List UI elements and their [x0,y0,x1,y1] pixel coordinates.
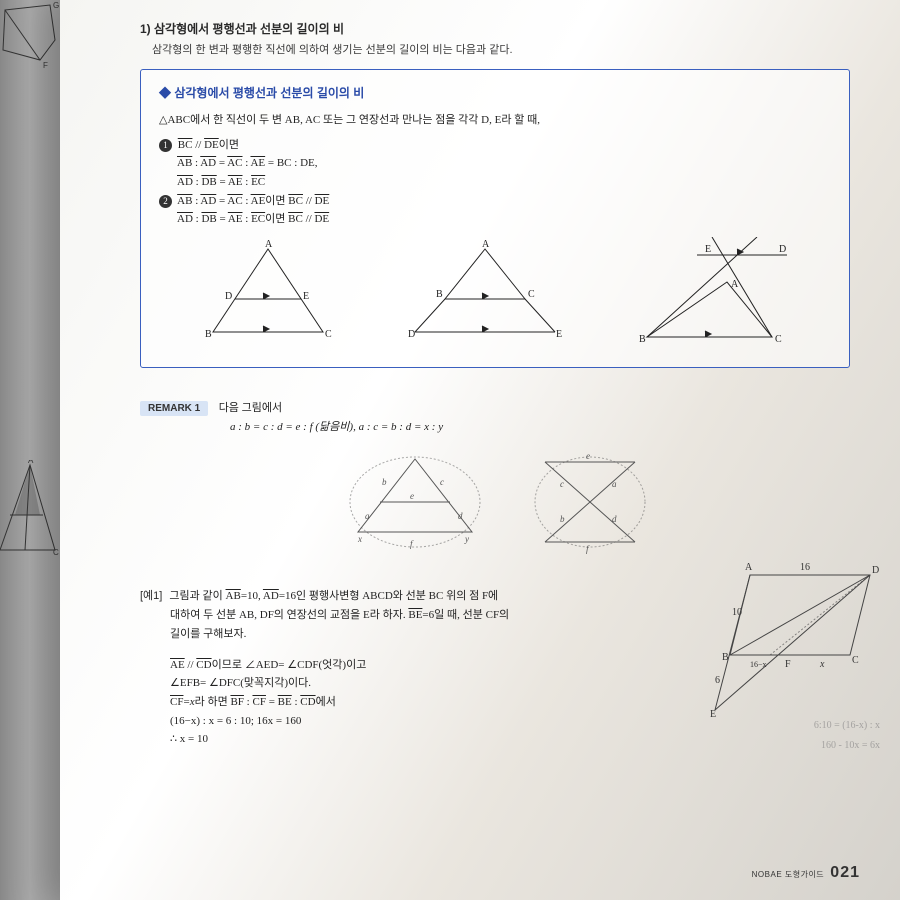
svg-text:A: A [265,239,273,250]
svg-text:c: c [440,477,444,487]
circle-2-icon: 2 [159,195,172,208]
triangle-diagram-3: A B C D E [627,237,797,357]
example-line-1: [예1] 그림과 같이 AB=10, AD=16인 평행사변형 ABCD와 선분… [140,587,640,607]
pencil-note-2: 160 - 10x = 6x [821,740,880,751]
proof-line-4: (16−x) : x = 6 : 10; 16x = 160 [140,712,640,731]
svg-text:E: E [303,291,309,302]
svg-text:10: 10 [732,607,742,618]
svg-text:d: d [458,511,463,521]
triangle-diagram-1: A B C D E [193,237,343,347]
svg-text:x: x [357,534,362,544]
svg-text:C: C [852,655,859,666]
svg-text:G: G [53,1,59,10]
footer-page-number: 021 [830,864,860,881]
svg-text:16: 16 [800,562,810,573]
svg-text:f: f [586,544,590,554]
svg-text:e: e [410,491,414,501]
page-content: 1) 삼각형에서 평행선과 선분의 길이의 비 삼각형의 한 변과 평행한 직선… [60,0,900,900]
svg-text:d: d [612,514,617,524]
example-label: [예1] [140,590,162,602]
theorem-box: ◆ 삼각형에서 평행선과 선분의 길이의 비 △ABC에서 한 직선이 두 변 … [140,69,850,368]
svg-text:A: A [745,562,753,573]
svg-text:f: f [410,539,414,549]
margin-figure-top: G F [0,0,65,80]
circle-1-icon: 1 [159,139,172,152]
svg-text:6: 6 [715,675,720,686]
remark-formula: a : b = c : d = e : f (닮음비), a : c = b :… [140,418,850,437]
svg-text:D: D [408,329,415,340]
proof-line-2: ∠EFB= ∠DFC(맞꼭지각)이다. [140,674,640,693]
svg-text:b: b [382,477,387,487]
theorem-item-1-line2: AD : DB = AE : EC [159,173,831,192]
svg-text:y: y [464,534,469,544]
svg-text:C: C [53,548,59,557]
svg-text:F: F [43,61,48,70]
theorem-box-title: ◆ 삼각형에서 평행선과 선분의 길이의 비 [159,84,831,101]
svg-text:B: B [205,329,212,340]
remark-figure-2: e c a b d f [530,447,650,557]
svg-text:E: E [710,709,716,720]
svg-text:x: x [819,659,825,670]
remark-intro: 다음 그림에서 [219,402,282,414]
svg-text:a: a [612,479,617,489]
triangle-diagrams-row: A B C D E A B [159,237,831,357]
svg-text:D: D [225,291,232,302]
remark-label: REMARK 1 [140,401,208,416]
svg-text:D: D [872,565,879,576]
svg-text:C: C [528,289,535,300]
proof-line-1: AE // CD이므로 ∠AED= ∠CDF(엇각)이고 [140,656,640,675]
theorem-item-1: 1 BC // DE이면 [159,136,831,155]
footer-brand: NOBAE 도형가이드 [752,870,825,879]
example-line-3: 길이를 구해보자. [140,625,640,644]
proof-line-3: CF=x라 하면 BF : CF = BE : CD에서 [140,693,640,712]
svg-text:B: B [639,334,646,345]
example-figure: A D B C E F 16 10 6 x 16−x [710,555,890,725]
svg-text:C: C [325,329,332,340]
svg-text:A: A [28,460,34,465]
remark-figure-1: b c a d e x y f [340,447,490,557]
svg-text:C: C [775,334,782,345]
svg-text:c: c [560,479,564,489]
remark-block: REMARK 1 다음 그림에서 a : b = c : d = e : f (… [140,398,850,556]
svg-text:16−x: 16−x [750,660,767,669]
left-page-edge [0,0,60,900]
section-heading: 1) 삼각형에서 평행선과 선분의 길이의 비 [140,20,850,37]
svg-text:A: A [731,279,739,290]
svg-text:b: b [560,514,565,524]
svg-text:B: B [436,289,443,300]
margin-figure-mid: A E C [0,460,65,580]
theorem-intro: △ABC에서 한 직선이 두 변 AB, AC 또는 그 연장선과 만나는 점을… [159,111,831,130]
svg-text:F: F [785,659,791,670]
svg-text:e: e [586,451,590,461]
theorem-item-2-line2: AD : DB = AE : EC이면 BC // DE [159,210,831,229]
example-block: [예1] 그림과 같이 AB=10, AD=16인 평행사변형 ABCD와 선분… [140,587,640,750]
example-line-2: 대하여 두 선분 AB, DF의 연장선의 교점을 E라 하자. BE=6일 때… [140,606,640,625]
theorem-item-2-line1: 2 AB : AD = AC : AE이면 BC // DE [159,192,831,211]
svg-text:E: E [556,329,562,340]
theorem-item-1-line1: AB : AD = AC : AE = BC : DE, [159,154,831,173]
svg-text:E: E [705,244,711,255]
svg-text:B: B [722,652,729,663]
svg-text:D: D [779,244,786,255]
remark-figures: b c a d e x y f e c a b d [140,447,850,557]
svg-text:a: a [365,511,370,521]
page-footer: NOBAE 도형가이드 021 [752,864,860,882]
svg-text:A: A [482,239,490,250]
pencil-note-1: 6:10 = (16-x) : x [814,720,880,731]
proof-line-5: ∴ x = 10 [140,730,640,749]
triangle-diagram-2: A B C D E [400,237,570,347]
section-subheading: 삼각형의 한 변과 평행한 직선에 의하여 생기는 선분의 길이의 비는 다음과… [140,41,850,57]
